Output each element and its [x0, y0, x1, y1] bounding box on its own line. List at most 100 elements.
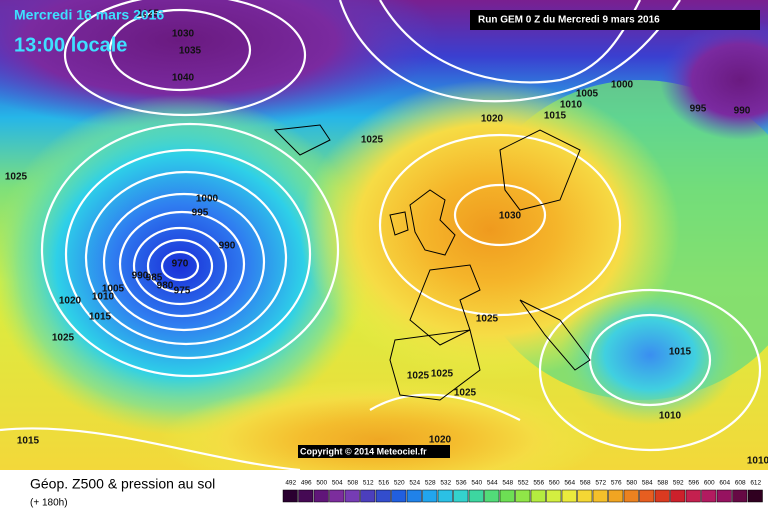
- scale-label: 596: [688, 480, 699, 487]
- isobar-label: 1025: [407, 371, 430, 382]
- isobar-label: 995: [192, 208, 209, 219]
- scale-label: 600: [704, 480, 715, 487]
- scale-swatch: [468, 489, 484, 503]
- date-label: Mercredi 16 mars 2016: [14, 7, 164, 23]
- scale-swatch: [437, 489, 453, 503]
- isobar-label: 1020: [429, 435, 452, 446]
- scale-swatch: [406, 489, 422, 503]
- scale-swatch: [670, 489, 686, 503]
- scale-swatch: [685, 489, 701, 503]
- scale-label: 540: [471, 480, 482, 487]
- scale-label: 532: [440, 480, 451, 487]
- isobar-label: 980: [157, 281, 174, 292]
- run-box: [470, 10, 760, 30]
- scale-label: 608: [735, 480, 746, 487]
- isobar-label: 1000: [611, 80, 634, 91]
- isobar-label: 1040: [172, 73, 195, 84]
- scale-label: 496: [301, 480, 312, 487]
- scale-swatch: [639, 489, 655, 503]
- scale-label: 604: [719, 480, 730, 487]
- scale-swatch: [530, 489, 546, 503]
- copyright-box: [298, 445, 450, 458]
- scale-swatch: [592, 489, 608, 503]
- scale-label: 512: [363, 480, 374, 487]
- scale-swatch: [747, 489, 763, 503]
- isobar-label: 985: [146, 273, 163, 284]
- scale-label: 500: [316, 480, 327, 487]
- isobar-label: 1025: [361, 135, 384, 146]
- scale-swatch: [716, 489, 732, 503]
- scale-swatch: [344, 489, 360, 503]
- isobar-label: 1010: [747, 456, 768, 467]
- scale-swatch: [499, 489, 515, 503]
- scale-label: 516: [378, 480, 389, 487]
- scale-label: 588: [657, 480, 668, 487]
- scale-label: 504: [332, 480, 343, 487]
- scale-swatch: [701, 489, 717, 503]
- field: [0, 95, 370, 435]
- scale-swatch: [608, 489, 624, 503]
- isobar-label: 1030: [499, 211, 522, 222]
- isobar-label: 1030: [172, 29, 195, 40]
- scale-swatch: [298, 489, 314, 503]
- isobar-label: 1005: [102, 284, 125, 295]
- isobar-label: 1010: [92, 292, 115, 303]
- scale-swatch: [282, 489, 298, 503]
- isobar-label: 975: [174, 286, 191, 297]
- time-label: 13:00 locale: [14, 34, 127, 56]
- scale-swatch: [484, 489, 500, 503]
- scale-label: 568: [580, 480, 591, 487]
- scale-label: 536: [456, 480, 467, 487]
- isobar-label: 970: [172, 259, 189, 270]
- scale-swatch: [577, 489, 593, 503]
- copyright: Copyright © 2014 Meteociel.fr: [300, 446, 427, 456]
- color-scale: 492 496 500 504 508 512 516 520 524 528 532 536 540 5…: [282, 480, 763, 503]
- isobar-labels: 1025103010351040102510009959909709909859…: [5, 9, 768, 467]
- scale-swatch: [623, 489, 639, 503]
- isobar-label: 1000: [196, 194, 219, 205]
- scale-label: 552: [518, 480, 529, 487]
- scale-swatch: [453, 489, 469, 503]
- scale-swatch: [375, 489, 391, 503]
- isobar-label: 1015: [17, 436, 40, 447]
- isobar-label: 1025: [476, 314, 499, 325]
- scale-swatch: [391, 489, 407, 503]
- scale-swatch: [422, 489, 438, 503]
- scale-swatch: [360, 489, 376, 503]
- isobar-label: 1025: [431, 369, 454, 380]
- scale-label: 580: [626, 480, 637, 487]
- field: [0, 0, 440, 130]
- isobar-label: 1025: [5, 172, 28, 183]
- field: [660, 20, 768, 140]
- isobar-label: 1010: [659, 411, 682, 422]
- scale-label: 524: [409, 480, 420, 487]
- coastlines: [273, 124, 591, 401]
- scale-label: 556: [533, 480, 544, 487]
- isobar-label: 1015: [544, 111, 567, 122]
- scale-label: 544: [487, 480, 498, 487]
- scale-swatch: [313, 489, 329, 503]
- isobar-label: 1025: [52, 333, 75, 344]
- isobar-label: 990: [132, 271, 149, 282]
- footer-title: Géop. Z500 & pression au sol: [30, 476, 215, 492]
- isobar-label: 1015: [89, 312, 112, 323]
- scale-label: 560: [549, 480, 560, 487]
- isobar-label: 1010: [560, 100, 583, 111]
- isobar-label: 990: [734, 106, 751, 117]
- isobar-label: 1020: [481, 114, 504, 125]
- isobar-label: 1005: [576, 89, 599, 100]
- scale-label: 612: [750, 480, 761, 487]
- isobar-label: 1015: [669, 347, 692, 358]
- scale-label: 528: [425, 480, 436, 487]
- scale-swatch: [732, 489, 748, 503]
- footer-subtitle: (+ 180h): [30, 498, 68, 509]
- scale-label: 576: [611, 480, 622, 487]
- scale-label: 520: [394, 480, 405, 487]
- scale-label: 492: [285, 480, 296, 487]
- scale-label: 564: [564, 480, 575, 487]
- isobar-label: 1035: [179, 46, 202, 57]
- isobar-label: 990: [219, 241, 236, 252]
- scale-label: 592: [673, 480, 684, 487]
